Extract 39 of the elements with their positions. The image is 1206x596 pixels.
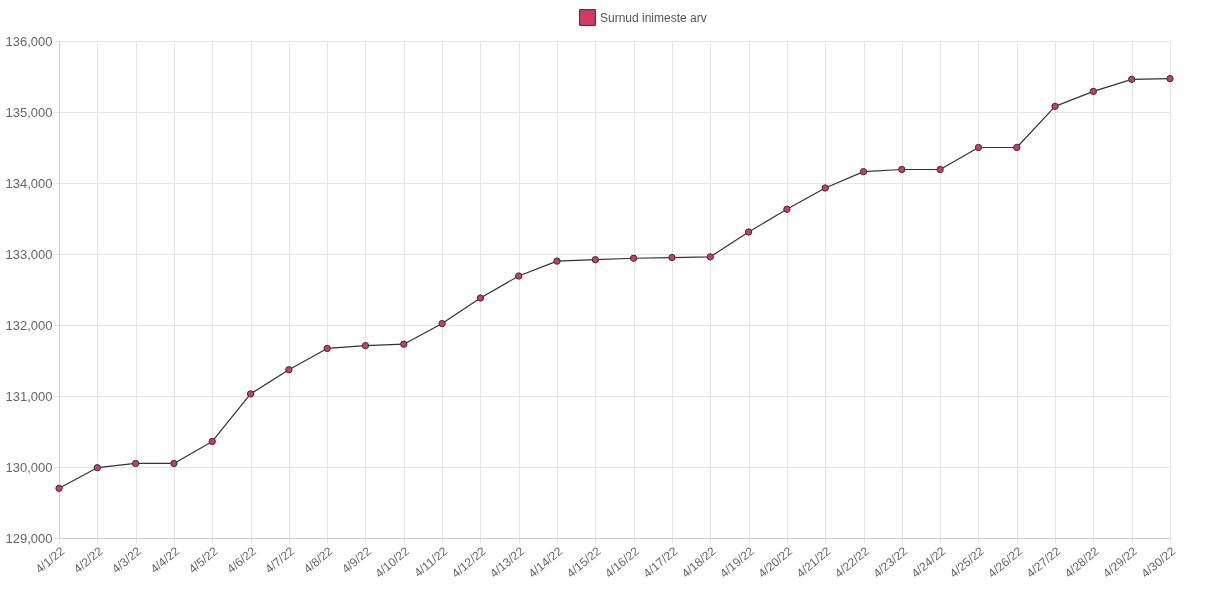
- y-tick-label: 130,000: [5, 459, 53, 475]
- point: [1013, 143, 1021, 152]
- point: [208, 437, 216, 446]
- point: [706, 253, 714, 261]
- point: [821, 184, 829, 192]
- y-tick-label: 131,000: [5, 388, 53, 404]
- point: [936, 165, 944, 174]
- legend-label: Surnud inimeste arv: [600, 10, 707, 25]
- point: [859, 167, 868, 176]
- point: [783, 205, 791, 213]
- point: [1089, 87, 1098, 96]
- y-tick-label: 134,000: [5, 175, 53, 191]
- point: [438, 319, 446, 328]
- point: [246, 390, 255, 398]
- point: [1128, 75, 1136, 83]
- point: [629, 254, 638, 262]
- point: [400, 340, 408, 348]
- point: [553, 257, 561, 265]
- point: [1051, 102, 1059, 110]
- y-tick-label: 135,000: [5, 104, 53, 120]
- point: [323, 344, 331, 353]
- point: [361, 341, 370, 350]
- point: [1166, 74, 1174, 83]
- y-tick-label: 136,000: [5, 33, 53, 49]
- y-tick-label: 129,000: [5, 530, 53, 546]
- point: [131, 459, 140, 468]
- point: [285, 366, 293, 374]
- point: [515, 272, 523, 280]
- point: [974, 143, 983, 152]
- point: [93, 464, 101, 472]
- point: [744, 228, 753, 236]
- point: [170, 459, 178, 468]
- point: [476, 294, 485, 302]
- y-tick-label: 133,000: [5, 246, 53, 262]
- point: [898, 165, 906, 174]
- point: [668, 253, 676, 262]
- point: [591, 256, 600, 264]
- y-tick-label: 132,000: [5, 317, 53, 333]
- point: [55, 484, 63, 492]
